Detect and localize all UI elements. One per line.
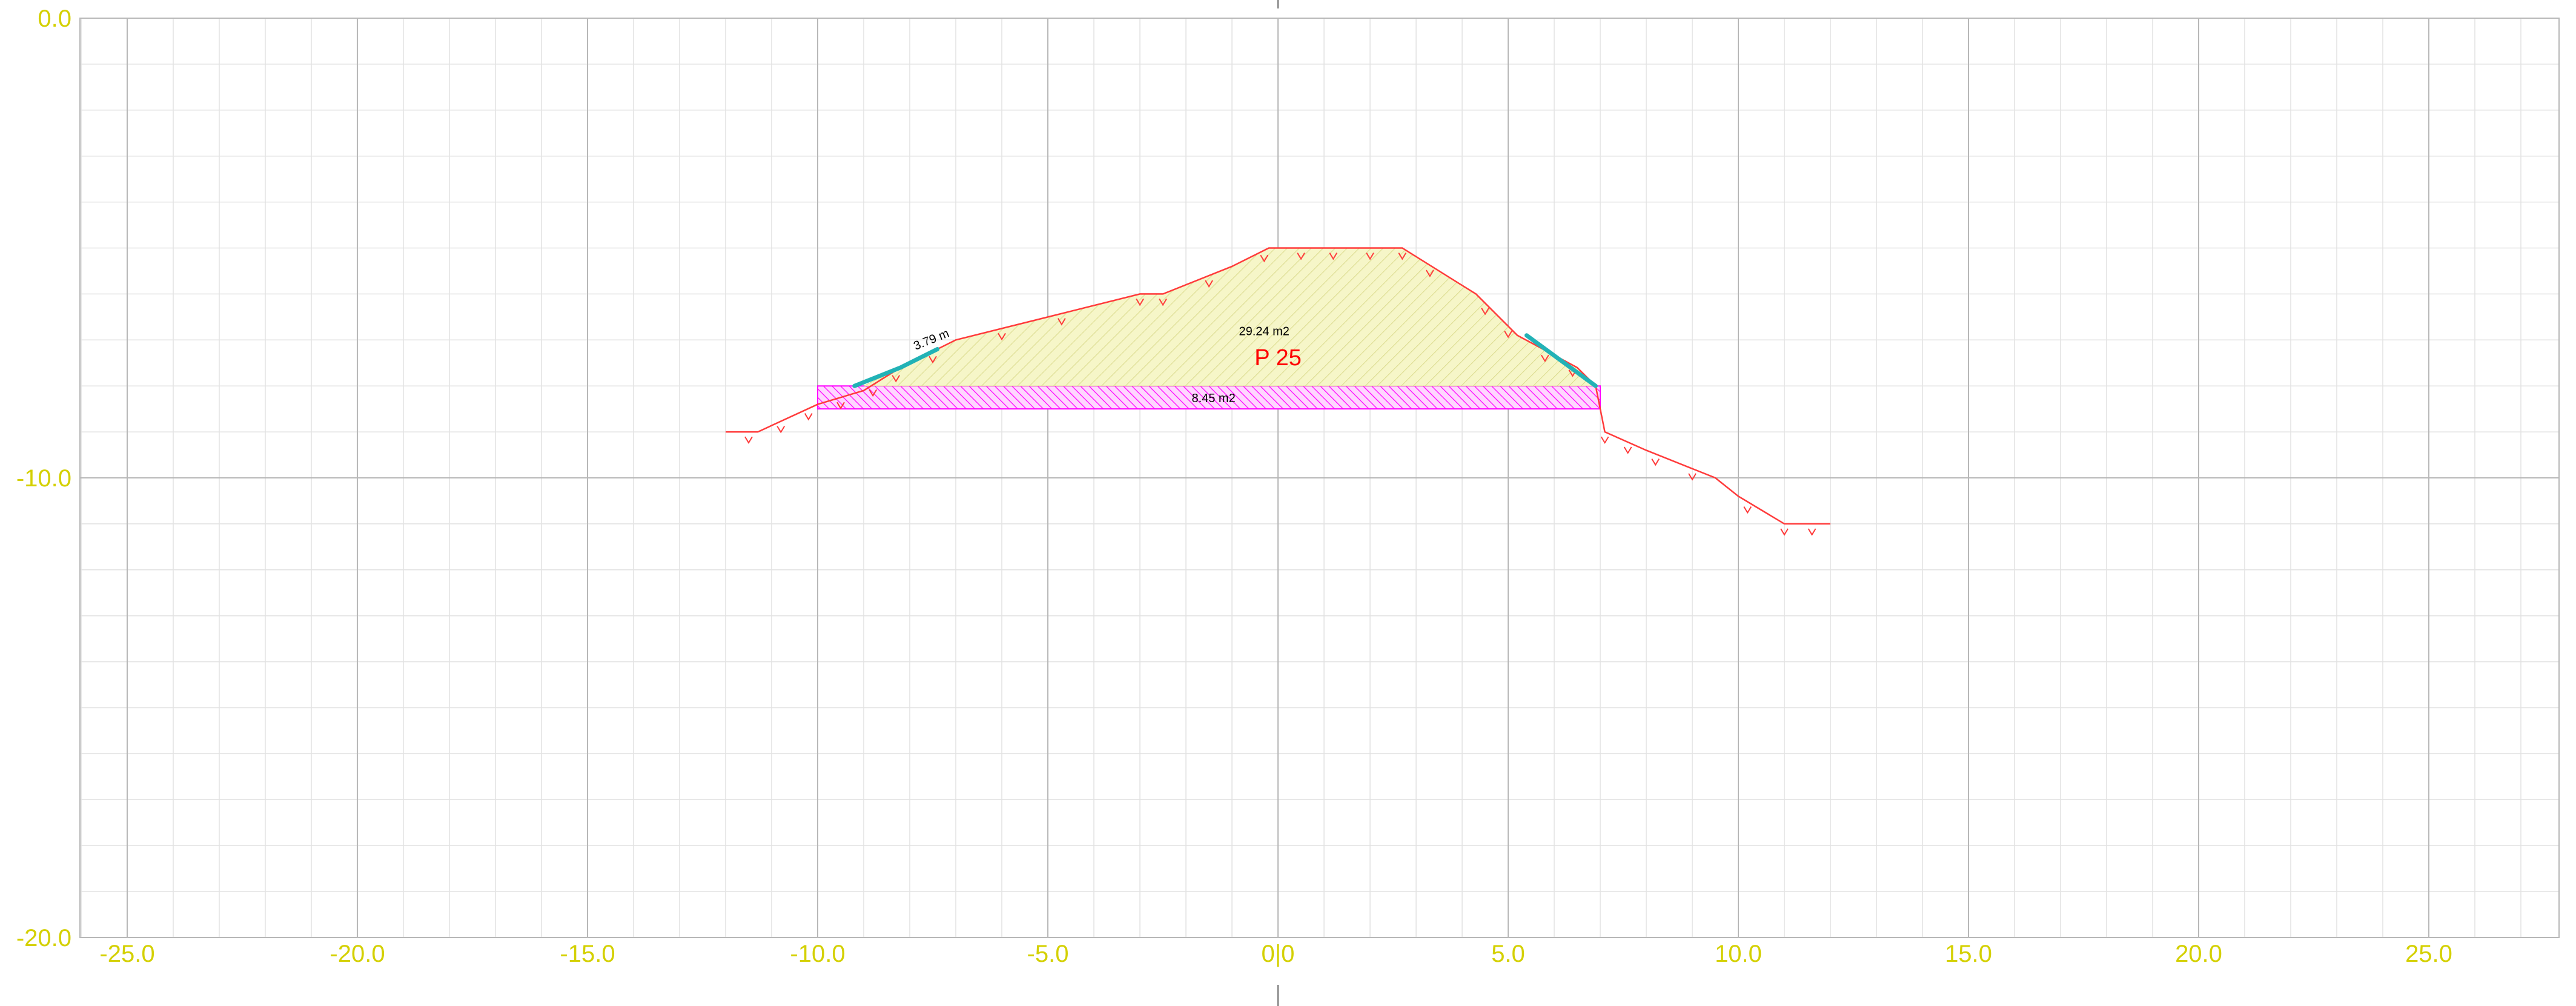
- terrain-tick-mark: [1425, 270, 1434, 277]
- terrain-tick-mark: [998, 333, 1006, 341]
- terrain-tick-mark: [1398, 252, 1407, 260]
- terrain-tick-mark: [744, 436, 753, 445]
- terrain-tick-mark: [1205, 280, 1213, 288]
- slope-highlight-lines: [852, 333, 1598, 388]
- terrain-tick-mark: [1329, 252, 1338, 260]
- x-tick-label: -10.0: [790, 941, 845, 967]
- x-tick-label: 25.0: [2405, 941, 2452, 967]
- terrain-tick-mark: [892, 375, 901, 383]
- terrain-tick-mark: [1743, 506, 1752, 514]
- y-tick-label: 0.0: [38, 5, 71, 32]
- y-axis-tick-labels: 0.0 -10.0 -20.0: [16, 5, 71, 951]
- cut-area-label: 8.45 m2: [1191, 392, 1235, 405]
- terrain-tick-mark: [869, 389, 878, 397]
- x-axis-tick-labels: -25.0 -20.0 -15.0 -10.0 -5.0 0|0 5.0 10.0 15.0 20…: [99, 941, 2452, 967]
- terrain-tick-mark: [1504, 331, 1512, 339]
- x-tick-label: 0|0: [1262, 941, 1295, 967]
- slope-highlight-line: [852, 346, 940, 388]
- terrain-tick-mark: [1297, 252, 1305, 260]
- terrain-tick-mark: [1136, 298, 1144, 306]
- x-tick-label: 20.0: [2175, 941, 2222, 967]
- terrain-tick-mark: [1481, 308, 1489, 316]
- terrain-tick-mark: [929, 356, 937, 364]
- terrain-tick-mark: [1807, 528, 1816, 536]
- slope-highlight-line: [1524, 333, 1598, 388]
- terrain-tick-mark: [1260, 254, 1269, 263]
- x-tick-label: 10.0: [1715, 941, 1762, 967]
- x-tick-label: -20.0: [329, 941, 385, 967]
- terrain-tick-mark: [1780, 528, 1789, 536]
- terrain-profile-line: [726, 247, 1830, 525]
- terrain-tick-mark: [1600, 436, 1609, 445]
- x-tick-label: 5.0: [1491, 941, 1525, 967]
- terrain-tick-mark: [836, 402, 845, 410]
- terrain-tick-mark: [1159, 298, 1167, 306]
- x-tick-label: -25.0: [99, 941, 154, 967]
- x-tick-label: -15.0: [560, 941, 615, 967]
- terrain-tick-mark: [1540, 354, 1549, 363]
- terrain-tick-mark: [1623, 446, 1632, 454]
- terrain-tick-mark: [804, 413, 813, 421]
- terrain-tick-mark: [1651, 458, 1660, 466]
- terrain-tick-mark: [1688, 473, 1697, 481]
- y-tick-label: -20.0: [16, 925, 71, 951]
- x-tick-label: 15.0: [1945, 941, 1992, 967]
- y-tick-label: -10.0: [16, 465, 71, 492]
- fill-area-label: 29.24 m2: [1239, 325, 1290, 339]
- terrain-tick-mark: [776, 426, 786, 434]
- terrain-tick-marks: [744, 252, 1816, 536]
- plot-frame: [79, 18, 2560, 938]
- x-tick-label: -5.0: [1027, 941, 1069, 967]
- terrain-tick-mark: [1057, 318, 1066, 326]
- fill-area-region: [863, 248, 1597, 386]
- profile-label: P 25: [1254, 345, 1301, 371]
- terrain-tick-mark: [1366, 252, 1374, 260]
